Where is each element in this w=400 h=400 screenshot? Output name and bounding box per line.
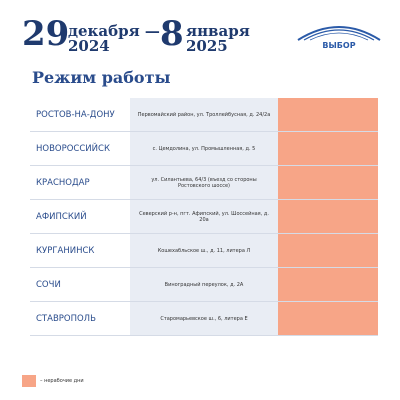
month-end: января — [186, 22, 250, 40]
table: РОСТОВ-НА-ДОНУ Первомайский район, ул. Тр… — [30, 98, 378, 336]
closed-cell — [278, 200, 378, 233]
city: НОВОРОССИЙСК — [36, 143, 110, 154]
day-end: 8 — [160, 14, 184, 54]
closed-cell — [278, 132, 378, 165]
table-row: СОЧИ Виноградный переулок, д. 2А — [30, 268, 378, 302]
address: Кошехабльское ш., д. 11, литера Л — [130, 234, 278, 267]
closed-cell — [278, 234, 378, 267]
day-start: 29 — [22, 14, 70, 54]
address: Первомайский район, ул. Троллейбусная, д… — [130, 98, 278, 131]
year-start: 2024 — [68, 37, 110, 55]
city: АФИПСКИЙ — [36, 211, 87, 222]
table-row: СТАВРОПОЛЬ Старомарьевское ш., 6, литера … — [30, 302, 378, 336]
table-row: КУРГАНИНСК Кошехабльское ш., д. 11, литер… — [30, 234, 378, 268]
legend-swatch — [22, 375, 36, 387]
logo-text: ВЫБОР — [322, 41, 355, 50]
address: Виноградный переулок, д. 2А — [130, 268, 278, 301]
year-end: 2025 — [186, 37, 228, 55]
table-row: НОВОРОССИЙСК с. Цемдолина, ул. Промышленн… — [30, 132, 378, 166]
address: Северский р-н, пгт. Афипский, ул. Шоссей… — [130, 200, 278, 233]
address: ул. Силантьева, 64/3 (въезд со стороны Р… — [130, 166, 278, 199]
closed-cell — [278, 302, 378, 335]
closed-cell — [278, 166, 378, 199]
closed-cell — [278, 98, 378, 131]
table-row: АФИПСКИЙ Северский р-н, пгт. Афипский, ул… — [30, 200, 378, 234]
closed-cell — [278, 268, 378, 301]
city: СТАВРОПОЛЬ — [36, 313, 96, 324]
city: СОЧИ — [36, 279, 61, 290]
city: РОСТОВ-НА-ДОНУ — [36, 109, 115, 120]
city: КУРГАНИНСК — [36, 245, 95, 256]
address: Старомарьевское ш., 6, литера Е — [130, 302, 278, 335]
city: КРАСНОДАР — [36, 177, 90, 188]
table-row: РОСТОВ-НА-ДОНУ Первомайский район, ул. Тр… — [30, 98, 378, 132]
title: Режим работы — [32, 68, 171, 87]
legend-text: – нерабочие дни — [40, 378, 84, 384]
logo: ВЫБОР — [297, 26, 381, 50]
address: с. Цемдолина, ул. Промышленная, д. 5 — [130, 132, 278, 165]
month-start: декабря — — [68, 22, 160, 40]
table-row: КРАСНОДАР ул. Силантьева, 64/3 (въезд со … — [30, 166, 378, 200]
